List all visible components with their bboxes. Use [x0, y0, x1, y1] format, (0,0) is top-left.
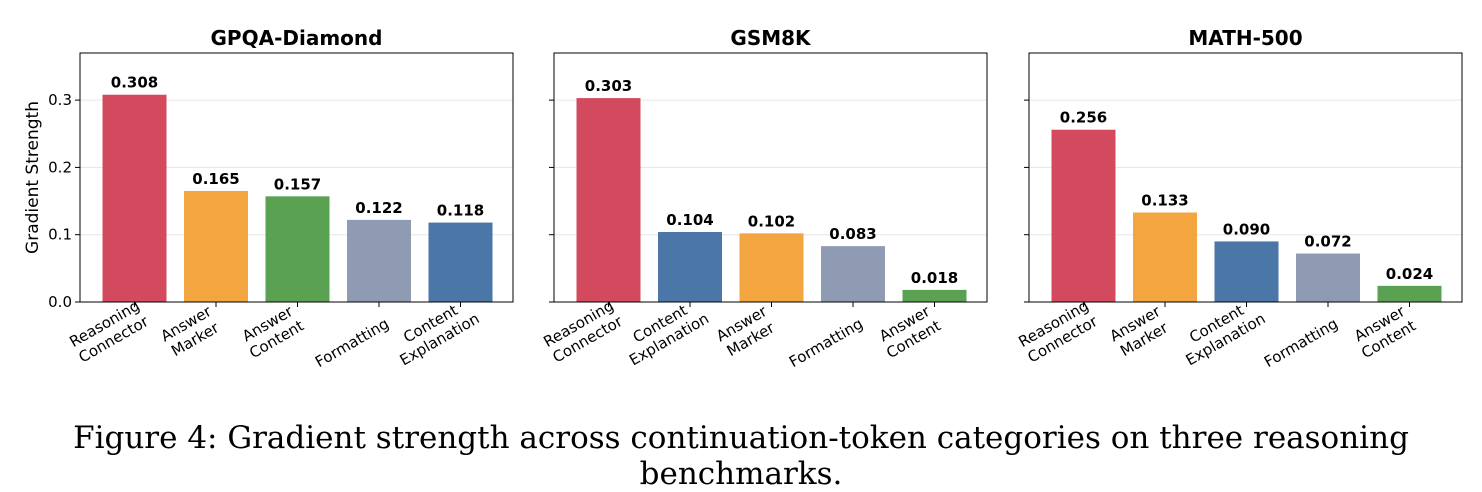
- x-tick-label: Formatting: [786, 315, 866, 372]
- plot-frame: [1028, 52, 1463, 303]
- y-axis-label: Gradient Strength: [23, 101, 43, 254]
- x-tick-label: AnswerMarker: [158, 302, 225, 361]
- x-tick-label: Formatting: [312, 315, 392, 372]
- data-label: 0.122: [355, 199, 402, 217]
- x-tick-label: ContentExplanation: [1174, 294, 1269, 370]
- bar: [428, 222, 493, 302]
- data-label: 0.072: [1304, 233, 1351, 251]
- x-tick-label: AnswerContent: [1349, 301, 1419, 362]
- x-tick-label: ReasoningConnector: [66, 296, 152, 366]
- bar: [1133, 212, 1197, 302]
- x-tick-label: AnswerMarker: [1107, 302, 1174, 361]
- plot-frame: [553, 52, 988, 303]
- bar: [902, 289, 967, 302]
- chart-panel-2: 0.303 ReasoningConnector 0.104 ContentExpla…: [540, 26, 988, 372]
- data-label: 0.133: [1141, 191, 1188, 209]
- bar: [1214, 241, 1279, 302]
- x-tick-label: AnswerContent: [237, 301, 307, 362]
- panel-title: GPQA-Diamond: [211, 26, 383, 50]
- panel-title: GSM8K: [730, 26, 812, 50]
- bar: [184, 190, 248, 302]
- y-tick-label: 0.3: [48, 91, 72, 109]
- x-tick-label: ReasoningConnector: [540, 296, 626, 366]
- y-tick-label: 0.0: [48, 293, 72, 311]
- data-label: 0.165: [192, 170, 239, 188]
- data-label: 0.308: [111, 74, 158, 92]
- bar: [739, 233, 804, 302]
- x-tick-label: ContentExplanation: [617, 294, 712, 370]
- bar: [347, 219, 411, 302]
- bar: [658, 232, 722, 302]
- x-tick-label: ContentExplanation: [388, 294, 483, 370]
- data-label: 0.303: [585, 77, 632, 95]
- y-tick-label: 0.1: [48, 226, 72, 244]
- x-tick-label: ReasoningConnector: [1015, 296, 1101, 366]
- data-label: 0.083: [829, 225, 876, 243]
- bar: [1296, 253, 1360, 302]
- x-tick-label: AnswerMarker: [713, 302, 780, 361]
- panel-title: MATH-500: [1188, 26, 1302, 50]
- plot-frame: [79, 52, 514, 303]
- data-label: 0.256: [1060, 109, 1107, 127]
- chart-panel-1: 0.0 0.1 0.2 0.3 0.308 ReasoningConnector 0.165…: [23, 26, 514, 372]
- data-label: 0.118: [437, 202, 484, 220]
- x-tick-label: Formatting: [1261, 315, 1341, 372]
- chart-panel-3: 0.256 ReasoningConnector 0.133 AnswerMarker…: [1015, 26, 1463, 372]
- data-label: 0.090: [1223, 220, 1270, 238]
- data-label: 0.157: [274, 175, 321, 193]
- data-label: 0.104: [666, 211, 713, 229]
- bar: [576, 98, 641, 302]
- bar: [1377, 285, 1442, 302]
- bar: [1051, 129, 1116, 302]
- figure-caption: Figure 4: Gradient strength across conti…: [73, 420, 1409, 492]
- data-label: 0.102: [748, 212, 795, 230]
- x-tick-label: AnswerContent: [874, 301, 944, 362]
- bar: [102, 94, 167, 302]
- y-tick-label: 0.2: [48, 158, 72, 176]
- figure-panels: 0.0 0.1 0.2 0.3 0.308 ReasoningConnector 0.165…: [23, 26, 1463, 372]
- data-label: 0.018: [911, 269, 958, 287]
- data-label: 0.024: [1386, 265, 1433, 283]
- bar: [821, 246, 885, 302]
- bar: [265, 196, 330, 302]
